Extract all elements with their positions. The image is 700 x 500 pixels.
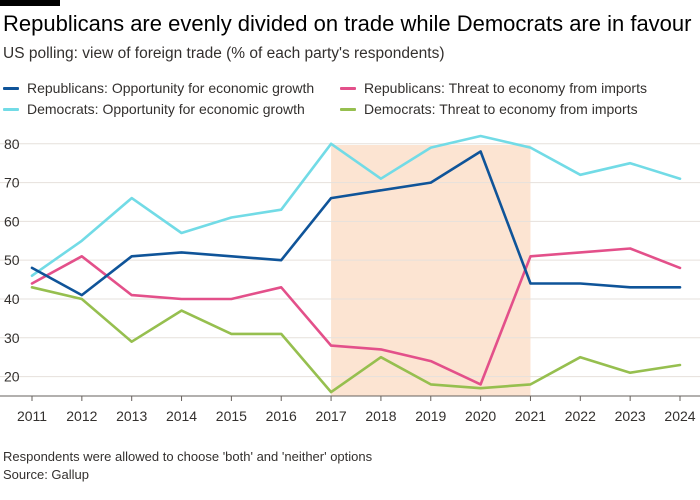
legend-item-dem-threat: Democrats: Threat to economy from import… (340, 101, 638, 117)
y-tick-label-20: 20 (4, 369, 20, 385)
y-tick-label-30: 30 (4, 330, 20, 346)
x-tick-label-2018: 2018 (365, 408, 396, 424)
chart-title: Republicans are evenly divided on trade … (3, 11, 692, 36)
y-tick-label-40: 40 (4, 291, 20, 307)
x-tick-label-2016: 2016 (266, 408, 297, 424)
series-line-dem-threat (30, 286, 682, 394)
x-axis: 2011 2012 2013 2014 2015 2016 2017 2018 2019 2020… (0, 395, 700, 424)
legend-swatch-dem-threat (340, 107, 356, 111)
y-tick-label-70: 70 (4, 175, 20, 191)
legend-swatch-dem-opportunity (3, 107, 19, 111)
y-tick-label-50: 50 (4, 252, 20, 268)
legend-swatch-rep-threat (340, 86, 356, 90)
x-tick-label-2015: 2015 (216, 408, 247, 424)
source-note: Source: Gallup (3, 467, 89, 482)
legend-item-rep-opportunity: Republicans: Opportunity for economic gr… (3, 80, 314, 96)
y-axis-labels: 20 30 40 50 60 70 80 (4, 136, 20, 385)
legend-label-dem-threat: Democrats: Threat to economy from import… (364, 101, 638, 117)
x-tick-label-2022: 2022 (565, 408, 596, 424)
x-tick-label-2019: 2019 (415, 408, 446, 424)
x-tick-label-2024: 2024 (664, 408, 695, 424)
legend-item-dem-opportunity: Democrats: Opportunity for economic grow… (3, 101, 305, 117)
x-tick-label-2023: 2023 (615, 408, 646, 424)
legend-swatch-rep-opportunity (3, 86, 19, 90)
legend-item-rep-threat: Republicans: Threat to economy from impo… (340, 80, 647, 96)
x-tick-label-2013: 2013 (116, 408, 147, 424)
y-tick-label-60: 60 (4, 213, 20, 229)
legend-label-dem-opportunity: Democrats: Opportunity for economic grow… (27, 101, 305, 117)
series-line-rep-threat (30, 247, 682, 386)
chart-legend: Republicans: Opportunity for economic gr… (0, 78, 700, 122)
shaded-period-layer (331, 145, 531, 396)
chart-subtitle: US polling: view of foreign trade (% of … (3, 45, 445, 62)
gridlines (0, 143, 700, 378)
x-tick-label-2017: 2017 (315, 408, 346, 424)
x-tick-label-2020: 2020 (465, 408, 496, 424)
x-tick-label-2012: 2012 (66, 408, 97, 424)
x-tick-label-2014: 2014 (166, 408, 197, 424)
legend-label-rep-threat: Republicans: Threat to economy from impo… (364, 80, 647, 96)
x-tick-label-2011: 2011 (17, 408, 47, 424)
x-tick-label-2021: 2021 (515, 408, 546, 424)
shaded-period (331, 145, 531, 396)
brand-bar (0, 0, 60, 6)
series-line-dem-opportunity (30, 134, 682, 277)
series-line-rep-opportunity (30, 150, 682, 297)
footnote: Respondents were allowed to choose 'both… (3, 449, 373, 464)
series-lines (30, 134, 682, 394)
legend-label-rep-opportunity: Republicans: Opportunity for economic gr… (27, 80, 315, 96)
y-tick-label-80: 80 (4, 136, 20, 152)
